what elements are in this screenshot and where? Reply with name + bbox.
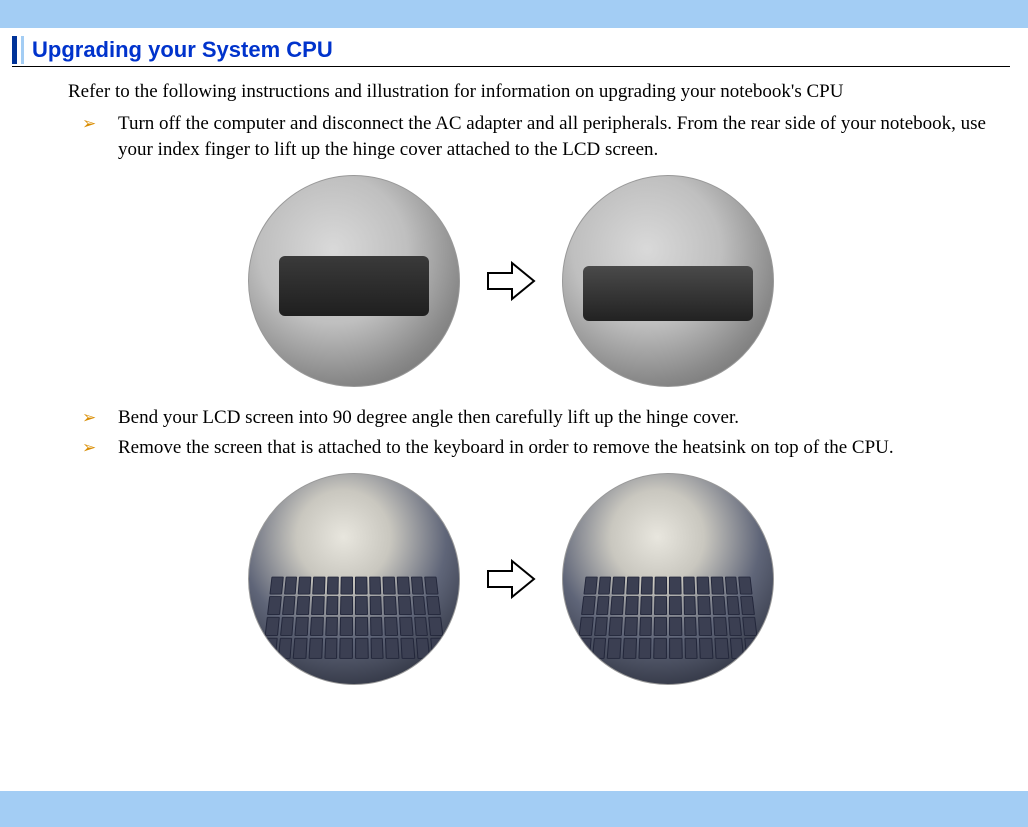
figure-photo — [248, 473, 460, 685]
keyboard-illustration — [576, 577, 760, 659]
figure-row-2 — [12, 473, 1010, 685]
figure-row-1 — [12, 175, 1010, 387]
bullet-text: Bend your LCD screen into 90 degree angl… — [118, 405, 1010, 431]
header-band — [0, 0, 1028, 28]
footer-band — [0, 791, 1028, 827]
arrow-right-icon — [484, 259, 538, 303]
intro-paragraph: Refer to the following instructions and … — [68, 79, 1010, 105]
section-heading: Upgrading your System CPU — [32, 36, 333, 64]
bullet-text: Remove the screen that is attached to th… — [118, 435, 1010, 461]
heading-accent-bar-light — [21, 36, 24, 64]
figure-photo — [248, 175, 460, 387]
figure-photo — [562, 175, 774, 387]
section-heading-wrap: Upgrading your System CPU — [12, 36, 1010, 67]
heading-accent-bar — [12, 36, 17, 64]
page-content: Upgrading your System CPU Refer to the f… — [0, 28, 1028, 791]
bullet-marker-icon: ➢ — [82, 111, 118, 137]
figure-photo — [562, 473, 774, 685]
keyboard-illustration — [262, 577, 446, 659]
bullet-text: Turn off the computer and disconnect the… — [118, 111, 1010, 163]
arrow-right-icon — [484, 557, 538, 601]
bullet-item: ➢ Remove the screen that is attached to … — [82, 435, 1010, 461]
bullet-marker-icon: ➢ — [82, 405, 118, 431]
bullet-item: ➢ Bend your LCD screen into 90 degree an… — [82, 405, 1010, 431]
bullet-item: ➢ Turn off the computer and disconnect t… — [82, 111, 1010, 163]
bullet-list-1: ➢ Turn off the computer and disconnect t… — [82, 111, 1010, 163]
bullet-list-2: ➢ Bend your LCD screen into 90 degree an… — [82, 405, 1010, 461]
bullet-marker-icon: ➢ — [82, 435, 118, 461]
